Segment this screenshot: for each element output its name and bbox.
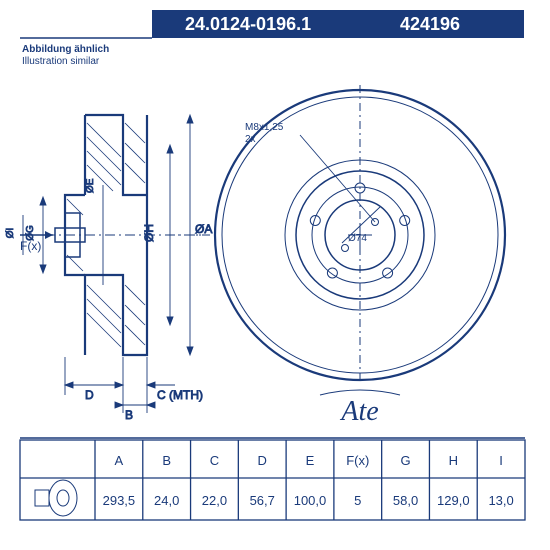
table-value: 129,0: [437, 493, 470, 508]
side-view: ØA ØH ØE ØG ØI F(x): [5, 115, 212, 422]
table-header: F(x): [346, 453, 369, 468]
disc-icon: [35, 480, 77, 516]
data-table: A 293,5 B 24,0 C 22,0 D 56,7 E 100,0 F(x) 5 G 58,0 H 12…: [20, 440, 525, 520]
dim-E: ØE: [85, 178, 96, 193]
dim-H: ØH: [142, 224, 156, 242]
table-value: 293,5: [103, 493, 136, 508]
diagram-canvas: 24.0124-0196.1 424196 Abbildung ähnlich …: [0, 0, 550, 550]
table-value: 22,0: [202, 493, 227, 508]
front-view: Ø74 M8x1,25 2x: [165, 85, 505, 385]
fx-arrow: F(x): [20, 231, 53, 253]
brand-logo: Ate: [339, 396, 378, 427]
table-header: D: [258, 453, 267, 468]
part-number-long: 24.0124-0196.1: [185, 14, 311, 34]
dim-Fx: F(x): [20, 239, 41, 253]
table-header: G: [400, 453, 410, 468]
table-value: 24,0: [154, 493, 179, 508]
table-header: A: [115, 453, 124, 468]
table-value: 5: [354, 493, 361, 508]
dim-D: D: [85, 388, 94, 402]
dim-B: B: [125, 408, 133, 422]
part-number-short: 424196: [400, 14, 460, 34]
center-bore-label: Ø74: [348, 233, 367, 244]
bottom-dims: D B C (MTH): [65, 357, 203, 422]
bolt-label-2: 2x: [245, 134, 256, 145]
table-header: H: [449, 453, 458, 468]
brand-swoosh: [320, 390, 400, 395]
table-value: 56,7: [250, 493, 275, 508]
dim-A: ØA: [195, 222, 212, 236]
table-value: 100,0: [294, 493, 327, 508]
table-header: E: [306, 453, 315, 468]
m8-hole: [342, 245, 349, 252]
note-line1: Abbildung ähnlich: [22, 44, 109, 55]
table-header: I: [499, 453, 503, 468]
dim-I: ØI: [5, 228, 16, 239]
dim-C: C (MTH): [157, 388, 203, 402]
note-line2: Illustration similar: [22, 56, 100, 67]
table-value: 13,0: [488, 493, 513, 508]
table-value: 58,0: [393, 493, 418, 508]
table-header: C: [210, 453, 219, 468]
table-header: B: [162, 453, 171, 468]
bolt-label-1: M8x1,25: [245, 122, 284, 133]
